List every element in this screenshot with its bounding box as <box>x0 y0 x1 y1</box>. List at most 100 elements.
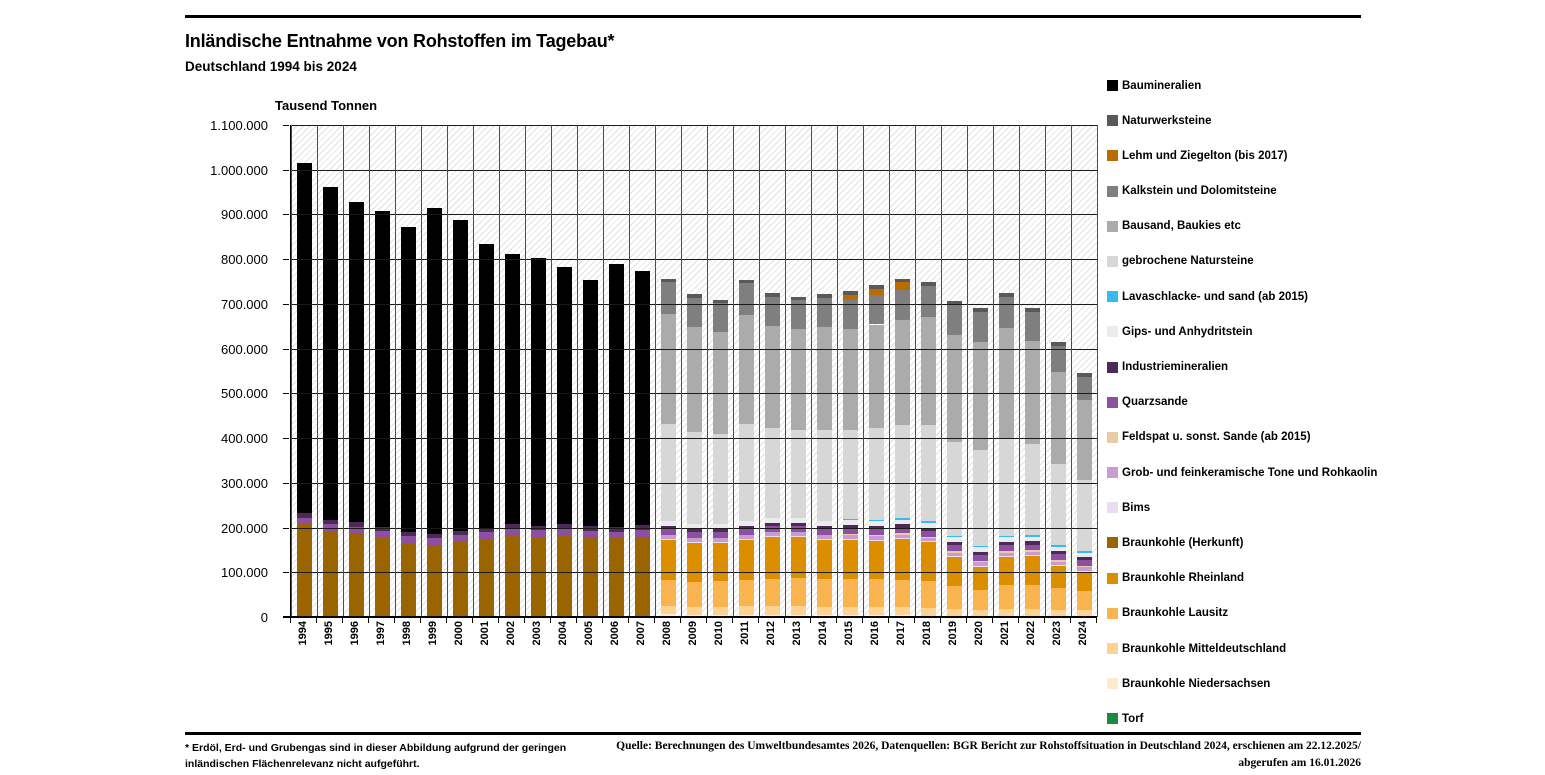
column-separator <box>395 125 396 617</box>
bar-segment <box>894 282 910 290</box>
bar-segment <box>686 532 702 539</box>
bar-segment <box>1050 609 1066 616</box>
y-gridline <box>291 169 1097 171</box>
bar-segment <box>686 431 702 525</box>
bar-segment <box>972 610 988 616</box>
bar-segment <box>920 541 936 543</box>
bar-segment <box>1050 464 1066 546</box>
bar-segment <box>660 539 676 580</box>
bar-segment <box>322 187 338 520</box>
legend-label: Quarzsande <box>1122 396 1188 409</box>
bar-segment <box>790 429 806 519</box>
bar-segment <box>660 278 676 283</box>
bar-segment <box>842 539 858 579</box>
bar-segment <box>452 535 468 542</box>
y-tick-label: 800.000 <box>221 252 268 268</box>
bottom-divider <box>185 732 1361 735</box>
legend-swatch <box>1107 80 1118 91</box>
legend-swatch <box>1107 115 1118 127</box>
bar-segment <box>426 208 442 534</box>
x-tick <box>914 618 915 623</box>
y-tick <box>283 393 289 395</box>
column-separator <box>343 125 344 617</box>
bar-segment <box>530 536 546 617</box>
bar-segment <box>972 311 988 343</box>
column-separator <box>993 125 994 617</box>
footnote: * Erdöl, Erd- und Grubengas sind in dies… <box>185 740 566 772</box>
bar-segment <box>608 538 624 617</box>
y-tick <box>283 214 289 216</box>
bar-segment <box>790 296 806 301</box>
bar-segment <box>764 293 780 297</box>
x-tick-label: 2008 <box>660 621 673 646</box>
bar-segment <box>1076 570 1092 572</box>
bar-segment <box>452 530 468 536</box>
bar-segment <box>452 541 468 617</box>
legend-swatch <box>1107 361 1118 373</box>
bar-segment <box>764 523 780 527</box>
legend-label: Naturwerksteine <box>1122 114 1212 127</box>
legend-item: Quarzsande <box>1107 396 1407 409</box>
bar-segment <box>998 537 1014 543</box>
bar-segment <box>400 531 416 537</box>
x-tick <box>342 618 343 623</box>
bar-segment <box>816 521 832 527</box>
legend-label: Torf <box>1122 712 1144 725</box>
bar-segment <box>972 545 988 548</box>
bar-segment <box>790 526 806 533</box>
y-tick-label: 0 <box>260 610 268 625</box>
y-tick-label: 200.000 <box>221 520 268 536</box>
bar-segment <box>972 566 988 567</box>
column-separator <box>967 125 968 617</box>
bar-segment <box>1050 560 1066 562</box>
bar-segment <box>712 303 728 333</box>
bar-segment <box>1076 399 1092 480</box>
bar-segment <box>946 304 962 336</box>
bar-segment <box>946 586 962 610</box>
bar-segment <box>790 532 806 536</box>
legend-swatch <box>1107 502 1118 514</box>
x-tick <box>862 618 863 623</box>
bar-segment <box>296 513 312 518</box>
bar-segment <box>1050 551 1066 555</box>
bar-segment <box>868 324 884 428</box>
bar-segment <box>894 607 910 616</box>
legend-swatch <box>1107 572 1118 584</box>
legend-item: Feldspat u. sonst. Sande (ab 2015) <box>1107 431 1407 444</box>
bar-segment <box>764 536 780 579</box>
legend-item: Grob- und feinkeramische Tone und Rohkao… <box>1107 466 1407 479</box>
x-tick <box>446 618 447 623</box>
bar-segment <box>738 614 754 616</box>
bar-segment <box>374 526 390 532</box>
bar-segment <box>920 530 936 537</box>
column-separator <box>759 125 760 617</box>
bar-segment <box>712 542 728 582</box>
y-gridline <box>291 214 1097 216</box>
y-gridline <box>291 527 1097 529</box>
bar-segment <box>816 327 832 431</box>
legend-label: gebrochene Natursteine <box>1122 255 1254 268</box>
column-separator <box>785 125 786 617</box>
bar-segment <box>712 434 728 525</box>
bar-segment <box>738 279 754 284</box>
bar-segment <box>1024 311 1040 342</box>
legend-label: Braunkohle (Herkunft) <box>1122 536 1244 549</box>
bar-segment <box>712 606 728 615</box>
bar-segment <box>972 566 988 591</box>
x-tick-label: 1999 <box>426 621 439 646</box>
y-tick-label: 300.000 <box>221 475 268 491</box>
bar-segment <box>946 536 962 538</box>
y-tick <box>283 572 289 574</box>
bar-segment <box>816 294 832 298</box>
bar-segment <box>348 526 364 534</box>
bar-segment <box>946 542 962 546</box>
x-tick-label: 2022 <box>1024 621 1037 646</box>
bar-segment <box>608 531 624 539</box>
y-tick-label: 600.000 <box>221 341 268 357</box>
bar-segment <box>998 328 1014 439</box>
bar-segment <box>504 524 520 529</box>
bar-segment <box>1050 566 1066 588</box>
x-tick <box>628 618 629 623</box>
bar-segment <box>998 556 1014 558</box>
bar-segment <box>322 530 338 617</box>
